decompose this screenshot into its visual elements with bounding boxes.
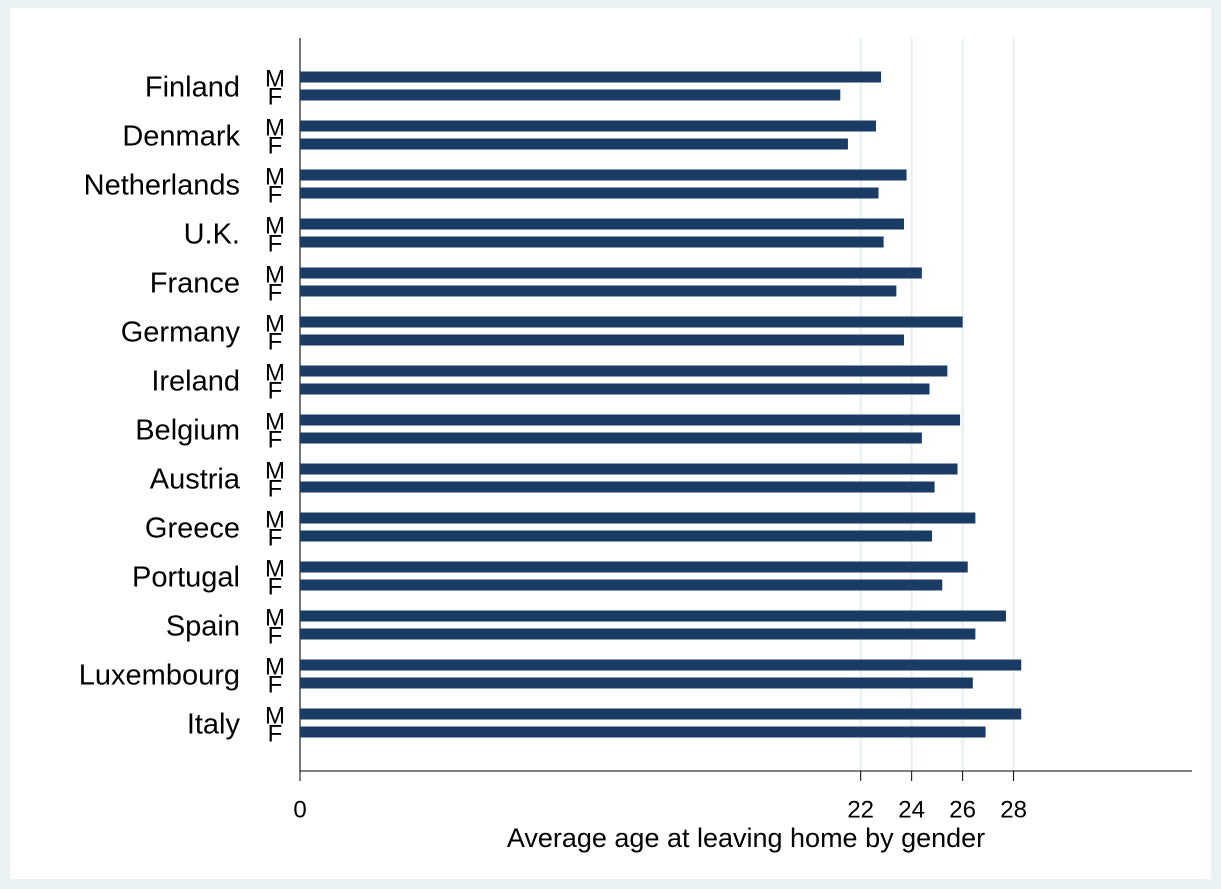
sub-label: F: [268, 83, 283, 110]
y-tick-label: Portugal: [132, 562, 240, 594]
sub-label: F: [268, 328, 283, 355]
bar: [300, 138, 848, 150]
sub-label: M: [265, 114, 285, 141]
sub-label: M: [265, 702, 285, 729]
sub-label: M: [265, 604, 285, 631]
sub-label: F: [268, 720, 283, 747]
x-tick-label: 22: [847, 796, 874, 823]
sub-label: M: [265, 555, 285, 582]
sub-label: M: [265, 65, 285, 92]
bar: [300, 187, 879, 199]
sub-label: M: [265, 310, 285, 337]
bar: [300, 726, 986, 738]
x-axis-label: Average age at leaving home by gender: [507, 823, 985, 853]
sub-label: F: [268, 426, 283, 453]
y-tick-label: Austria: [150, 464, 241, 496]
bar: [300, 120, 876, 132]
bar: [300, 383, 930, 395]
y-tick-label: Finland: [145, 72, 240, 104]
bar: [300, 236, 884, 248]
sub-label: M: [265, 408, 285, 435]
sub-label: F: [268, 132, 283, 159]
plot-region: [300, 38, 1192, 771]
bar: [300, 659, 1022, 671]
bar: [300, 285, 897, 297]
bar: [300, 628, 976, 640]
sub-label: M: [265, 163, 285, 190]
sub-label: F: [268, 475, 283, 502]
sub-label: M: [265, 261, 285, 288]
bar: [300, 530, 933, 542]
sub-label: F: [268, 573, 283, 600]
bar: [300, 267, 922, 279]
y-tick-label: Denmark: [122, 121, 240, 153]
x-tick-label: 28: [1000, 796, 1027, 823]
y-tick-label: Spain: [166, 611, 240, 643]
sub-label: M: [265, 506, 285, 533]
y-tick-label: Germany: [121, 317, 241, 349]
x-tick-label: 0: [293, 796, 306, 823]
y-tick-label: Luxembourg: [79, 660, 240, 692]
sub-label: F: [268, 524, 283, 551]
bar: [300, 334, 905, 346]
bar: [300, 579, 943, 591]
x-tick-label: 24: [898, 796, 925, 823]
y-tick-label: Ireland: [151, 366, 240, 398]
sub-label: M: [265, 359, 285, 386]
sub-label: F: [268, 377, 283, 404]
sub-label: F: [268, 230, 283, 257]
bar: [300, 610, 1006, 622]
bar: [300, 89, 841, 101]
y-tick-label: Italy: [187, 709, 241, 741]
bar: [300, 561, 968, 573]
sub-label: M: [265, 212, 285, 239]
y-tick-label: Belgium: [135, 415, 240, 447]
sub-label: M: [265, 457, 285, 484]
sub-label: M: [265, 653, 285, 680]
bar: [300, 218, 905, 230]
bar: [300, 481, 935, 493]
bar: [300, 316, 963, 328]
sub-label: F: [268, 622, 283, 649]
bar: [300, 169, 907, 181]
bar: [300, 512, 976, 524]
bar: [300, 365, 948, 377]
bar: [300, 414, 961, 426]
bar: [300, 71, 882, 83]
sub-label: F: [268, 671, 283, 698]
y-tick-label: U.K.: [184, 219, 240, 251]
bar: [300, 677, 973, 689]
y-tick-label: France: [150, 268, 240, 300]
bar: [300, 432, 922, 444]
bar: [300, 708, 1022, 720]
sub-label: F: [268, 279, 283, 306]
y-tick-label: Greece: [145, 513, 240, 545]
bar: [300, 463, 958, 475]
y-tick-label: Netherlands: [84, 170, 240, 202]
sub-label: F: [268, 181, 283, 208]
x-tick-label: 26: [949, 796, 976, 823]
